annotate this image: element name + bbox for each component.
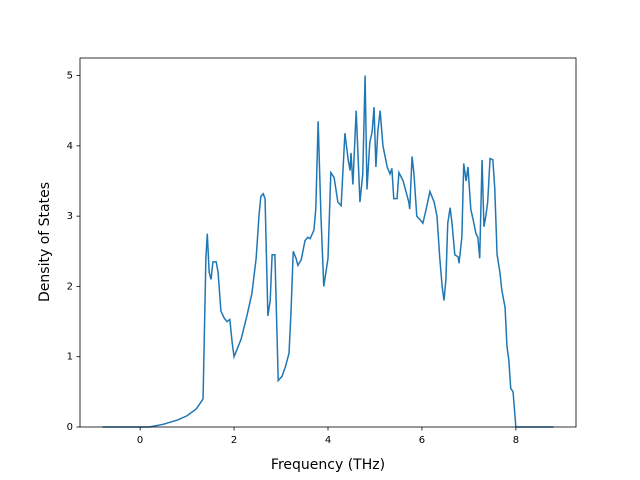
y-tick-label: 5 bbox=[67, 71, 73, 82]
y-tick-label: 3 bbox=[67, 211, 73, 222]
y-axis-label: Density of States bbox=[37, 182, 53, 302]
y-tick-label: 2 bbox=[67, 281, 73, 292]
x-tick-label: 4 bbox=[325, 435, 331, 446]
x-tick-label: 2 bbox=[231, 435, 237, 446]
x-tick-label: 0 bbox=[137, 435, 143, 446]
x-tick-label: 8 bbox=[513, 435, 519, 446]
plot-frame bbox=[79, 57, 577, 428]
x-axis-label: Frequency (THz) bbox=[271, 457, 385, 473]
line bbox=[102, 75, 554, 428]
x-tick-label: 6 bbox=[419, 435, 425, 446]
y-tick-label: 0 bbox=[67, 422, 73, 433]
y-tick-label: 4 bbox=[67, 141, 73, 152]
y-tick-label: 1 bbox=[67, 352, 73, 363]
